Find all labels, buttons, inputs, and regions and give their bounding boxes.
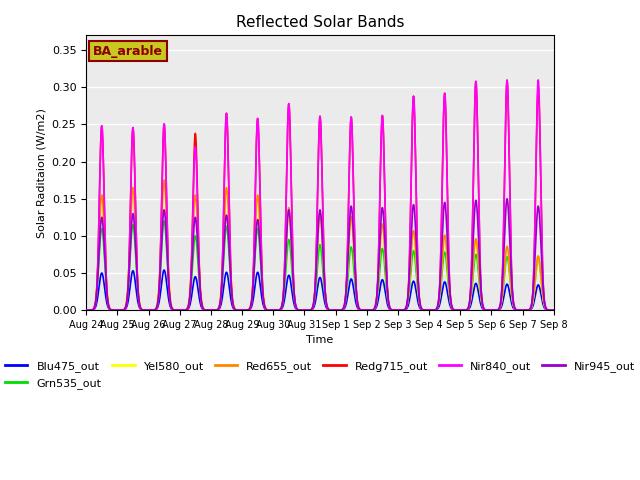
- Blu475_out: [83, 307, 90, 313]
- Nir840_out: [182, 307, 190, 313]
- Blu475_out: [177, 307, 185, 313]
- Redg715_out: [257, 245, 265, 251]
- Red655_out: [182, 307, 190, 312]
- Blu475_out: [550, 307, 557, 313]
- Nir945_out: [503, 196, 511, 202]
- Red655_out: [548, 307, 556, 313]
- Grn535_out: [182, 307, 190, 312]
- Nir945_out: [177, 307, 185, 313]
- Grn535_out: [451, 307, 458, 313]
- Redg715_out: [503, 79, 511, 84]
- Yel580_out: [550, 307, 557, 313]
- Line: Yel580_out: Yel580_out: [86, 180, 554, 310]
- Blu475_out: [160, 267, 168, 273]
- Red655_out: [160, 177, 168, 183]
- Yel580_out: [257, 258, 265, 264]
- Redg715_out: [451, 307, 458, 313]
- Nir945_out: [550, 307, 557, 313]
- Nir840_out: [451, 307, 458, 313]
- Nir840_out: [257, 245, 265, 251]
- Line: Blu475_out: Blu475_out: [86, 270, 554, 310]
- Title: Reflected Solar Bands: Reflected Solar Bands: [236, 15, 404, 30]
- Grn535_out: [177, 307, 185, 313]
- Line: Redg715_out: Redg715_out: [86, 82, 554, 310]
- Text: BA_arable: BA_arable: [93, 45, 163, 58]
- Grn535_out: [384, 299, 392, 304]
- Nir840_out: [384, 294, 392, 300]
- Blu475_out: [257, 291, 265, 297]
- Nir840_out: [83, 307, 90, 313]
- Redg715_out: [384, 294, 392, 300]
- Grn535_out: [160, 218, 168, 224]
- Line: Grn535_out: Grn535_out: [86, 221, 554, 310]
- Line: Nir945_out: Nir945_out: [86, 199, 554, 310]
- Grn535_out: [550, 307, 557, 313]
- Nir945_out: [384, 292, 392, 298]
- Nir840_out: [548, 307, 556, 313]
- Line: Red655_out: Red655_out: [86, 180, 554, 310]
- Legend: Blu475_out, Grn535_out, Yel580_out, Red655_out, Redg715_out, Nir840_out, Nir945_: Blu475_out, Grn535_out, Yel580_out, Red6…: [1, 357, 639, 393]
- Y-axis label: Solar Raditaion (W/m2): Solar Raditaion (W/m2): [36, 108, 46, 238]
- Yel580_out: [548, 307, 556, 313]
- X-axis label: Time: Time: [307, 336, 333, 346]
- Nir945_out: [451, 307, 458, 312]
- Yel580_out: [83, 307, 90, 313]
- Redg715_out: [548, 307, 556, 313]
- Red655_out: [257, 258, 265, 264]
- Redg715_out: [182, 307, 190, 313]
- Yel580_out: [177, 307, 185, 313]
- Nir945_out: [182, 307, 190, 312]
- Nir945_out: [548, 307, 556, 313]
- Nir840_out: [534, 77, 542, 83]
- Line: Nir840_out: Nir840_out: [86, 80, 554, 310]
- Red655_out: [177, 307, 185, 313]
- Yel580_out: [384, 296, 392, 301]
- Blu475_out: [182, 307, 190, 313]
- Redg715_out: [550, 307, 557, 313]
- Nir840_out: [177, 307, 185, 313]
- Grn535_out: [83, 307, 90, 313]
- Red655_out: [451, 307, 458, 313]
- Yel580_out: [451, 307, 458, 313]
- Blu475_out: [548, 307, 556, 313]
- Redg715_out: [177, 307, 185, 313]
- Nir945_out: [257, 267, 265, 273]
- Nir945_out: [83, 307, 90, 313]
- Yel580_out: [182, 307, 190, 312]
- Redg715_out: [83, 307, 90, 313]
- Blu475_out: [451, 307, 458, 313]
- Red655_out: [550, 307, 557, 313]
- Red655_out: [83, 307, 90, 313]
- Grn535_out: [548, 307, 556, 313]
- Yel580_out: [160, 177, 168, 183]
- Grn535_out: [257, 272, 265, 278]
- Blu475_out: [384, 303, 392, 309]
- Red655_out: [384, 295, 392, 301]
- Nir840_out: [550, 307, 557, 313]
